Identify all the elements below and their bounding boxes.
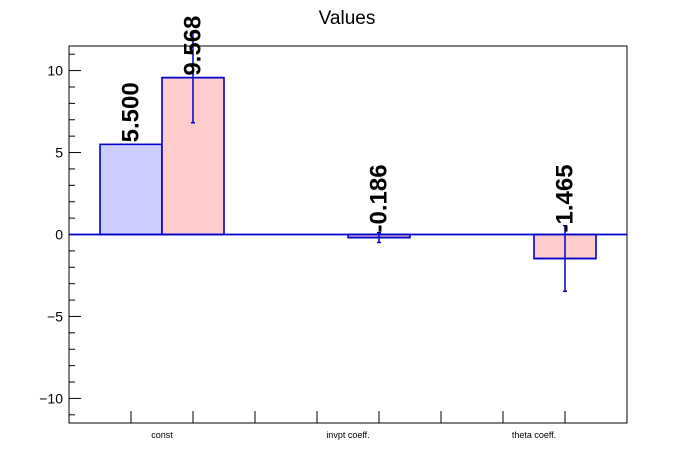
y-tick-label: 5 — [55, 145, 63, 161]
y-tick-label: 0 — [55, 227, 63, 243]
y-tick-label: −5 — [47, 308, 63, 324]
x-category-label: theta coeff. — [512, 430, 556, 440]
y-axis: −10 −5 0 5 10 — [39, 53, 81, 416]
value-label: -1.465 — [552, 164, 579, 232]
x-category-label: const — [151, 430, 173, 440]
x-axis: const invpt coeff. theta coeff. — [130, 411, 566, 440]
y-tick-label: −10 — [39, 390, 63, 406]
value-labels: 5.500 9.568 -0.186 -1.465 — [118, 16, 579, 233]
error-bars — [162, 31, 596, 293]
value-label: 5.500 — [118, 82, 145, 142]
chart-title: Values — [319, 8, 376, 29]
x-category-label: invpt coeff. — [326, 430, 369, 440]
value-label: -0.186 — [366, 164, 393, 232]
y-tick-label: 10 — [47, 63, 63, 79]
bar — [99, 143, 163, 236]
value-label: 9.568 — [180, 16, 207, 76]
